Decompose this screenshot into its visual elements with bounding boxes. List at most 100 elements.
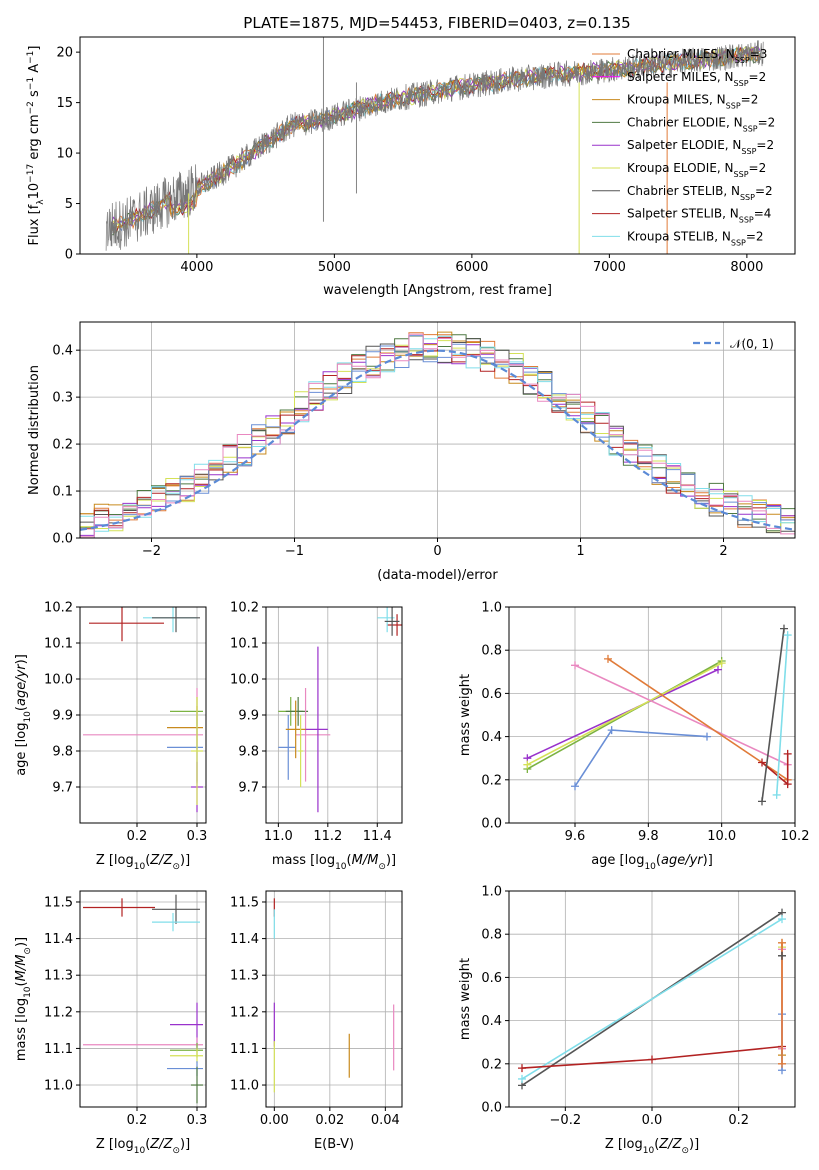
weight-series bbox=[518, 915, 786, 1083]
x-tick-label: 9.8 bbox=[638, 829, 659, 844]
figure-title: PLATE=1875, MJD=54453, FIBERID=0403, z=0… bbox=[243, 14, 630, 32]
x-tick-label: 0.3 bbox=[187, 1113, 208, 1128]
panel-7: 0.00 0.02 0.04 11.0 11.1 11.2 11.3 11.4 11.5 E(B-… bbox=[230, 890, 403, 1152]
weight-line bbox=[574, 729, 708, 787]
y-tick-label: 0.0 bbox=[481, 1101, 502, 1116]
axes-frame bbox=[265, 890, 403, 1108]
weight-marker bbox=[518, 1064, 526, 1073]
y-tick-label: 10.1 bbox=[44, 637, 73, 652]
legend-label-4: Chabrier ELODIE, NSSP=2 bbox=[627, 115, 775, 132]
y-axis-label: mass [log10(M/M⊙)] bbox=[14, 937, 33, 1061]
y-tick-label: 9.9 bbox=[52, 709, 73, 724]
y-tick-label: 9.8 bbox=[52, 745, 73, 760]
weight-line bbox=[526, 662, 723, 766]
x-tick-label: 8000 bbox=[730, 260, 763, 275]
x-tick-label: 9.6 bbox=[565, 829, 586, 844]
data-point bbox=[298, 715, 304, 787]
panel-2: −2 −1 0 1 2 0.0 0.1 0.2 0.3 0.4 (data-model)/error… bbox=[27, 321, 796, 583]
y-tick-label: 20 bbox=[56, 46, 73, 61]
x-tick-label: 0.2 bbox=[127, 1113, 148, 1128]
legend-label-5: Salpeter ELODIE, NSSP=2 bbox=[627, 138, 774, 156]
plot-area bbox=[266, 607, 402, 823]
x-axis-label: Z [log10(Z/Z⊙)] bbox=[96, 1137, 190, 1156]
data-point bbox=[285, 697, 309, 726]
plot-area bbox=[80, 607, 206, 823]
x-tick-label: −0.2 bbox=[550, 1113, 582, 1128]
weight-marker bbox=[778, 951, 786, 960]
y-tick-label: 0.2 bbox=[481, 773, 502, 788]
weight-series bbox=[523, 665, 722, 763]
observed-spectrum bbox=[105, 40, 764, 251]
weight-marker bbox=[778, 915, 786, 924]
y-tick-label: 11.3 bbox=[230, 969, 259, 984]
x-tick-label: 1 bbox=[576, 544, 584, 559]
data-point bbox=[170, 1048, 203, 1064]
y-tick-label: 0.8 bbox=[481, 928, 502, 943]
weight-line bbox=[526, 668, 719, 759]
weight-marker bbox=[571, 782, 579, 791]
x-tick-label: 0.3 bbox=[187, 829, 208, 844]
x-tick-label: 0.04 bbox=[371, 1113, 400, 1128]
y-tick-label: 11.0 bbox=[230, 1079, 259, 1094]
x-tick-label: 4000 bbox=[180, 260, 213, 275]
y-tick-label: 0.2 bbox=[481, 1057, 502, 1072]
y-tick-label: 0.1 bbox=[52, 485, 73, 500]
plot-area bbox=[509, 607, 795, 823]
y-tick-label: 0.4 bbox=[481, 730, 502, 745]
y-axis-label: Flux [fλ10−17 erg cm−2 s−1 A−1] bbox=[26, 46, 46, 246]
weight-line bbox=[521, 918, 783, 1080]
weight-marker bbox=[783, 780, 792, 789]
y-tick-label: 1.0 bbox=[481, 601, 502, 616]
weight-marker bbox=[772, 790, 781, 799]
data-point bbox=[191, 697, 203, 805]
y-tick-label: 10.1 bbox=[230, 637, 259, 652]
x-tick-label: 10.2 bbox=[781, 829, 810, 844]
weight-line bbox=[526, 660, 723, 770]
y-tick-label: 11.4 bbox=[44, 932, 73, 947]
panel-6: 0.2 0.3 11.0 11.1 11.2 11.3 11.4 11.5 Z [log10(Z… bbox=[14, 890, 208, 1156]
data-point bbox=[191, 1066, 203, 1104]
plot-area bbox=[80, 322, 795, 538]
data-point bbox=[89, 607, 164, 642]
data-point bbox=[387, 614, 402, 636]
x-axis-label: wavelength [Angstrom, rest frame] bbox=[323, 283, 552, 298]
legend-label: 𝒩(0, 1) bbox=[730, 337, 774, 351]
x-axis-label: Z [log10(Z/Z⊙)] bbox=[605, 1137, 699, 1156]
weight-marker bbox=[778, 1059, 786, 1068]
weight-series bbox=[758, 749, 792, 789]
y-tick-label: 0.0 bbox=[52, 532, 73, 547]
y-tick-label: 0.0 bbox=[481, 817, 502, 832]
y-tick-label: 5 bbox=[65, 197, 73, 212]
y-tick-label: 1.0 bbox=[481, 885, 502, 900]
y-axis-label: mass weight bbox=[458, 958, 473, 1040]
data-point bbox=[83, 688, 203, 782]
x-tick-label: 11.2 bbox=[313, 829, 342, 844]
plot-area bbox=[266, 891, 402, 1107]
y-tick-label: 0 bbox=[65, 248, 73, 263]
x-axis-label: E(B-V) bbox=[314, 1137, 354, 1152]
weight-marker bbox=[703, 732, 711, 741]
y-tick-label: 11.2 bbox=[44, 1005, 73, 1020]
weight-line bbox=[761, 628, 785, 802]
y-tick-label: 0.2 bbox=[52, 438, 73, 453]
x-tick-label: 6000 bbox=[455, 260, 488, 275]
y-tick-label: 10.2 bbox=[44, 601, 73, 616]
panel-5: 9.6 9.8 10.0 10.2 0.0 0.2 0.4 0.6 0.8 1.0 age [log… bbox=[458, 601, 809, 873]
weight-series bbox=[778, 938, 786, 1068]
x-tick-label: 0.00 bbox=[260, 1113, 289, 1128]
y-tick-label: 9.9 bbox=[238, 709, 259, 724]
y-tick-label: 11.5 bbox=[230, 895, 259, 910]
data-point bbox=[167, 711, 203, 784]
x-axis-label: (data-model)/error bbox=[377, 568, 498, 583]
panel-3: 0.2 0.3 9.7 9.8 9.9 10.0 10.1 10.2 Z [log10(Z/Z⊙… bbox=[14, 601, 207, 873]
data-point bbox=[170, 697, 203, 726]
y-tick-label: 11.1 bbox=[230, 1042, 259, 1057]
axes-frame bbox=[508, 890, 796, 1108]
y-axis-label: mass weight bbox=[458, 674, 473, 756]
y-axis-label: Normed distribution bbox=[27, 365, 42, 495]
weight-marker bbox=[607, 726, 616, 735]
axes-frame bbox=[79, 36, 796, 255]
weight-line bbox=[607, 658, 789, 781]
x-axis-label: mass [log10(M/M⊙)] bbox=[272, 853, 396, 872]
